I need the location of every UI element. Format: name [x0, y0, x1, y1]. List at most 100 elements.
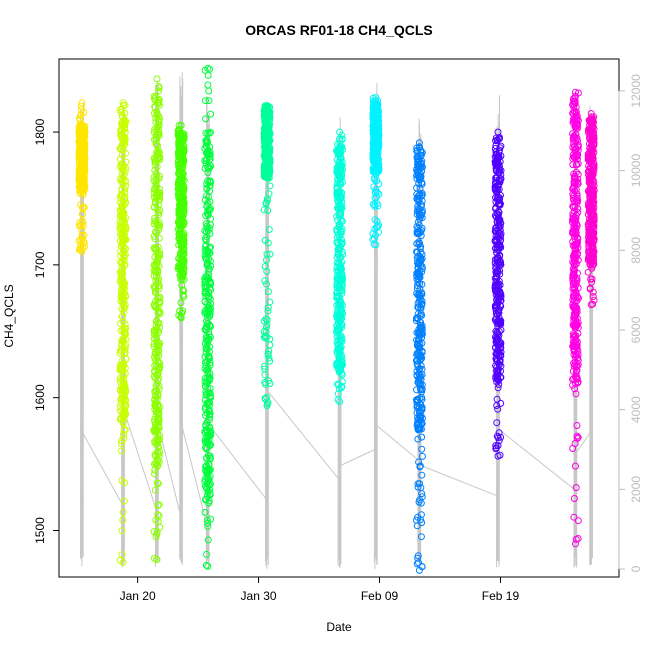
ch4-point — [372, 161, 379, 169]
ch4-point — [118, 271, 126, 279]
ch4-point — [338, 369, 346, 377]
ch4-point — [372, 241, 380, 249]
ch4-point — [179, 286, 187, 294]
ch4-point — [334, 251, 342, 258]
y-right-tick-label: 8000 — [629, 237, 643, 264]
ch4-point — [338, 276, 346, 284]
ch4-point — [116, 217, 124, 225]
ch4-point — [338, 378, 346, 386]
ch4-point — [572, 390, 580, 398]
ch4-point — [497, 200, 504, 208]
ch4-point — [370, 114, 378, 122]
ch4-point — [77, 179, 85, 187]
ch4-point — [338, 352, 346, 360]
ch4-point — [333, 259, 341, 267]
ch4-point — [263, 104, 271, 112]
ch4-point — [156, 189, 164, 197]
ch4-point — [570, 513, 578, 521]
ch4-point — [121, 185, 129, 193]
ch4-point — [264, 351, 272, 359]
ch4-point — [207, 205, 215, 213]
ch4-point — [262, 118, 270, 126]
ch4-point — [494, 267, 502, 275]
ch4-point — [571, 462, 579, 470]
ch4-point — [416, 185, 424, 192]
ch4-point — [177, 314, 185, 322]
ch4-point — [493, 337, 501, 345]
ch4-point — [155, 364, 163, 372]
x-tick-label: Feb 09 — [361, 589, 399, 603]
ch4-point — [417, 159, 425, 167]
ch4-point — [207, 215, 215, 223]
ch4-point — [336, 128, 344, 136]
ch4-point — [374, 223, 381, 230]
ch4-point — [418, 394, 426, 401]
ch4-point — [154, 255, 162, 263]
ch4-point — [574, 361, 582, 369]
ch4-point — [414, 310, 422, 318]
ch4-point — [261, 332, 269, 340]
ch4-point — [75, 222, 83, 230]
ch4-point — [494, 405, 502, 413]
y-right-tick-label: 0 — [629, 565, 643, 572]
ch4-point — [494, 384, 502, 392]
ch4-point — [153, 556, 161, 564]
ch4-point — [494, 193, 502, 201]
ch4-point — [414, 396, 422, 404]
ch4-point — [152, 387, 160, 395]
ch4-point — [120, 247, 128, 255]
ch4-point — [492, 174, 500, 182]
ch4-point — [156, 310, 164, 318]
ch4-point — [203, 366, 210, 374]
ch4-point — [495, 197, 503, 204]
ch4-point — [414, 282, 421, 290]
ch4-point — [417, 420, 425, 428]
ch4-point — [178, 150, 186, 158]
ch4-point — [121, 201, 129, 209]
ch4-point — [150, 283, 158, 291]
ch4-point — [151, 486, 159, 494]
flight-points — [201, 64, 215, 570]
ch4-point — [495, 307, 502, 314]
ch4-point — [117, 144, 125, 152]
ch4-point — [418, 490, 426, 498]
altitude-transit-line — [339, 448, 377, 467]
ch4-point — [418, 224, 426, 232]
ch4-point — [491, 274, 499, 282]
ch4-point — [202, 142, 210, 150]
ch4-point — [154, 357, 162, 365]
ch4-point — [572, 218, 579, 225]
ch4-point — [334, 260, 342, 268]
ch4-point — [119, 297, 126, 305]
ch4-point — [117, 258, 125, 266]
ch4-point — [204, 169, 212, 176]
ch4-point — [79, 139, 86, 147]
ch4-point — [497, 399, 505, 407]
ch4-point — [335, 233, 343, 241]
ch4-point — [204, 81, 212, 89]
ch4-point — [587, 301, 595, 309]
ch4-point — [572, 280, 580, 288]
ch4-point — [416, 176, 423, 184]
ch4-point — [493, 375, 501, 383]
ch4-point — [372, 186, 380, 194]
ch4-point — [374, 140, 382, 147]
ch4-point — [155, 458, 163, 466]
ch4-point — [177, 299, 185, 307]
ch4-point — [205, 87, 213, 95]
ch4-point — [569, 381, 577, 389]
ch4-point — [153, 345, 161, 353]
ch4-point — [175, 264, 183, 272]
ch4-point — [121, 479, 129, 487]
ch4-point — [179, 175, 187, 183]
ch4-point — [262, 199, 270, 207]
ch4-point — [178, 199, 186, 207]
ch4-point — [201, 382, 209, 390]
ch4-point — [151, 395, 159, 403]
ch4-point — [75, 178, 83, 186]
ch4-point — [179, 269, 187, 277]
y-right-tick-label: 2000 — [629, 476, 643, 503]
ch4-point — [264, 144, 272, 152]
ch4-point — [174, 190, 182, 198]
